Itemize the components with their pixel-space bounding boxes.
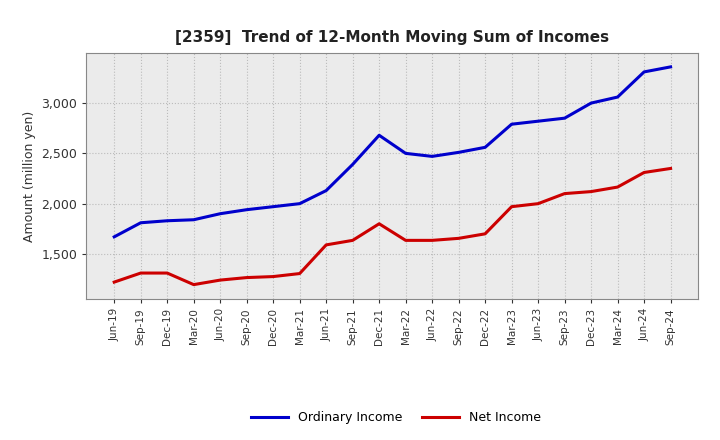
Net Income xyxy=(613,184,622,190)
Ordinary Income xyxy=(295,201,304,206)
Ordinary Income xyxy=(110,234,119,239)
Net Income xyxy=(666,166,675,171)
Y-axis label: Amount (million yen): Amount (million yen) xyxy=(23,110,36,242)
Net Income xyxy=(136,271,145,276)
Net Income xyxy=(454,236,463,241)
Net Income xyxy=(560,191,569,196)
Net Income xyxy=(375,221,384,227)
Ordinary Income xyxy=(322,188,330,193)
Ordinary Income xyxy=(613,95,622,100)
Net Income xyxy=(110,279,119,285)
Net Income xyxy=(348,238,357,243)
Ordinary Income xyxy=(401,151,410,156)
Ordinary Income xyxy=(375,132,384,138)
Ordinary Income xyxy=(560,116,569,121)
Ordinary Income xyxy=(587,100,595,106)
Net Income xyxy=(216,278,225,283)
Net Income xyxy=(401,238,410,243)
Net Income xyxy=(243,275,251,280)
Ordinary Income xyxy=(189,217,198,222)
Ordinary Income xyxy=(348,162,357,167)
Net Income xyxy=(481,231,490,236)
Net Income xyxy=(640,170,649,175)
Ordinary Income xyxy=(481,145,490,150)
Net Income xyxy=(534,201,542,206)
Line: Ordinary Income: Ordinary Income xyxy=(114,67,670,237)
Net Income xyxy=(587,189,595,194)
Ordinary Income xyxy=(454,150,463,155)
Line: Net Income: Net Income xyxy=(114,169,670,285)
Ordinary Income xyxy=(508,121,516,127)
Net Income xyxy=(163,271,171,276)
Net Income xyxy=(428,238,436,243)
Title: [2359]  Trend of 12-Month Moving Sum of Incomes: [2359] Trend of 12-Month Moving Sum of I… xyxy=(176,29,609,45)
Ordinary Income xyxy=(163,218,171,224)
Ordinary Income xyxy=(136,220,145,225)
Ordinary Income xyxy=(216,211,225,216)
Ordinary Income xyxy=(640,69,649,74)
Legend: Ordinary Income, Net Income: Ordinary Income, Net Income xyxy=(246,407,546,429)
Net Income xyxy=(269,274,277,279)
Ordinary Income xyxy=(243,207,251,213)
Ordinary Income xyxy=(269,204,277,209)
Ordinary Income xyxy=(666,64,675,70)
Ordinary Income xyxy=(534,118,542,124)
Net Income xyxy=(295,271,304,276)
Net Income xyxy=(508,204,516,209)
Ordinary Income xyxy=(428,154,436,159)
Net Income xyxy=(189,282,198,287)
Net Income xyxy=(322,242,330,248)
